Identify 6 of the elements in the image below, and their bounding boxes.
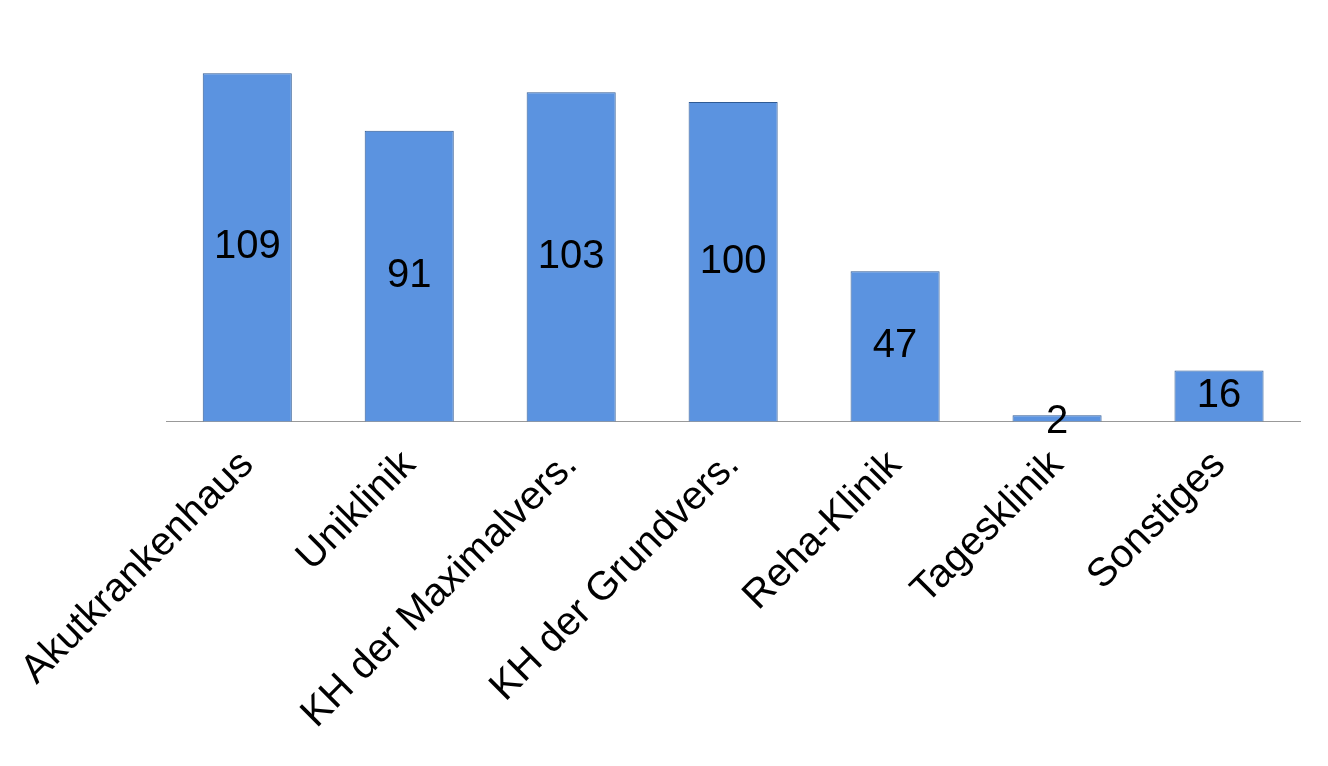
data-label: 91 [386, 251, 432, 296]
data-label: 16 [1196, 371, 1242, 416]
data-label: 103 [537, 232, 605, 276]
data-label: 100 [699, 236, 767, 281]
data-label: 47 [872, 321, 918, 366]
data-label: 109 [213, 222, 281, 267]
